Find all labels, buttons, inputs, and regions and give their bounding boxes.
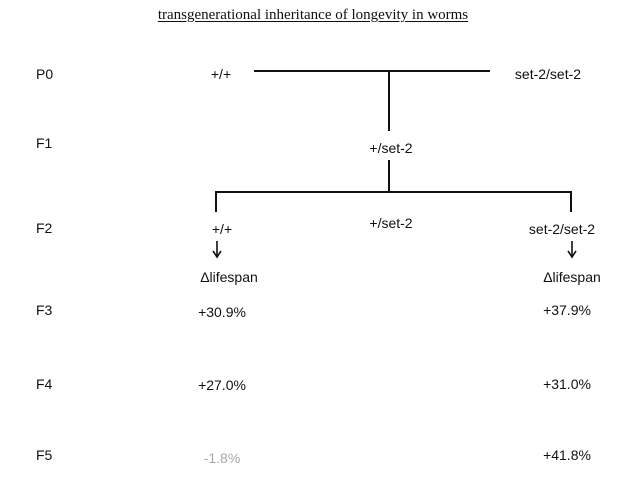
mutant-f5-value: +41.8% bbox=[543, 447, 591, 463]
p0-mutant-label: set-2/set-2 bbox=[514, 66, 582, 82]
generation-label-f3: F3 bbox=[36, 302, 53, 318]
generation-label-f5: F5 bbox=[36, 447, 53, 463]
generation-label-f1: F1 bbox=[36, 135, 53, 151]
mutant-f4-value: +31.0% bbox=[543, 376, 591, 392]
p0-wildtype-label: +/+ bbox=[210, 66, 232, 82]
f1-heterozygote-label: +/set-2 bbox=[369, 140, 413, 156]
mutant-f3-value: +37.9% bbox=[543, 302, 591, 318]
generation-label-p0: P0 bbox=[36, 66, 54, 82]
wildtype-f3-value: +30.9% bbox=[198, 304, 246, 320]
f2-wildtype-label: +/+ bbox=[211, 221, 233, 237]
diagram-title: transgenerational inheritance of longevi… bbox=[157, 7, 469, 23]
down-arrow-icon bbox=[212, 241, 222, 259]
f2-mutant-label: set-2/set-2 bbox=[528, 221, 596, 237]
wildtype-f5-value: -1.8% bbox=[203, 450, 241, 466]
lifespan-header-left: Δlifespan bbox=[200, 269, 258, 285]
f2-heterozygote-label: +/set-2 bbox=[369, 215, 413, 231]
down-arrow-icon bbox=[567, 241, 577, 259]
lifespan-header-right: Δlifespan bbox=[543, 269, 601, 285]
generation-label-f4: F4 bbox=[36, 376, 53, 392]
wildtype-f4-value: +27.0% bbox=[198, 377, 246, 393]
generation-label-f2: F2 bbox=[36, 220, 53, 236]
